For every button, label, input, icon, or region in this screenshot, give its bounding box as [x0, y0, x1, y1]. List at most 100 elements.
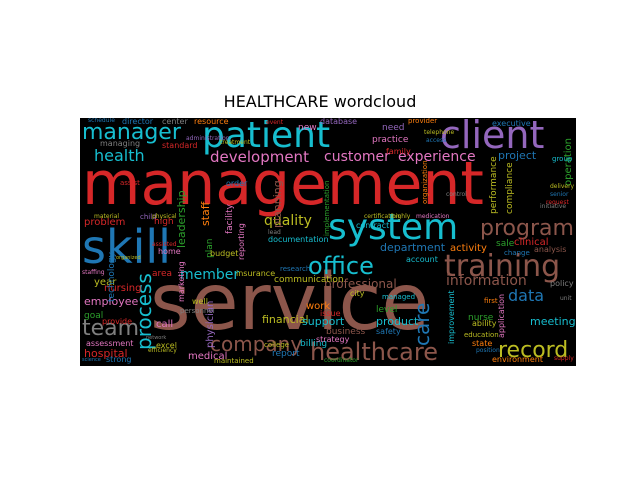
word-nursing: nursing: [104, 283, 142, 294]
word-customer: customer: [324, 149, 390, 165]
word-assessment: assessment: [86, 339, 134, 348]
word-record: record: [498, 338, 569, 363]
word-change: change: [504, 249, 530, 257]
word-first: first: [484, 297, 498, 305]
word-insurance: insurance: [236, 269, 276, 278]
word-call: call: [156, 319, 174, 330]
word-provide: provide: [102, 317, 133, 326]
word-product: product: [376, 315, 419, 328]
word-event: event: [266, 119, 284, 126]
word-facility: facility: [225, 204, 235, 234]
word-request: request: [546, 199, 569, 206]
word-level: level: [376, 305, 398, 315]
word-position: position: [476, 347, 500, 354]
word-physical: physical: [152, 213, 177, 220]
word-resource: resource: [194, 118, 229, 126]
word-treatment: treatment: [220, 139, 251, 146]
word-improvement: improvement: [447, 290, 456, 344]
word-patient: patient: [202, 118, 331, 156]
word-access: access: [426, 137, 447, 144]
word-hospital: hospital: [84, 347, 128, 360]
word-network: network: [146, 335, 167, 341]
word-managing: managing: [100, 139, 141, 148]
word-control: control: [446, 191, 467, 198]
word-environment: environment: [492, 355, 543, 364]
word-account: account: [406, 255, 438, 264]
word-performance: performance: [489, 156, 499, 214]
word-science: science: [82, 357, 101, 363]
word-management: management: [82, 149, 484, 219]
word-highly: highly: [392, 213, 411, 220]
word-company: company: [210, 332, 303, 356]
word-information: information: [446, 273, 527, 289]
word-reporting: reporting: [237, 223, 246, 260]
word-data: data: [508, 286, 545, 305]
word-contract: contract: [356, 221, 390, 230]
word-schedule: schedule: [88, 118, 115, 124]
word-employee: employee: [84, 295, 139, 308]
word-database: database: [320, 118, 358, 126]
word-development: development: [210, 148, 309, 166]
word-system: system: [328, 207, 459, 248]
word-office: office: [308, 252, 374, 280]
word-skill: skill: [82, 220, 171, 274]
word-marketing: marketing: [177, 261, 186, 302]
word-financial: financial: [262, 313, 309, 326]
word-professional: professional: [324, 277, 397, 291]
word-organization: organization: [421, 160, 429, 204]
word-administration: administration: [186, 135, 230, 142]
word-unit: unit: [560, 295, 572, 302]
word-healthcare: healthcare: [310, 338, 438, 366]
word-implementation: implementation: [323, 180, 331, 236]
word-program: program: [480, 216, 574, 241]
word-budget: budget: [210, 249, 239, 258]
word-staff: staff: [199, 201, 212, 226]
word-excel: excel: [156, 341, 177, 350]
word-team: team: [82, 316, 140, 341]
word-activity: activity: [450, 243, 487, 254]
word-maintained: maintained: [214, 357, 254, 365]
word-managed: managed: [382, 293, 416, 301]
word-manager: manager: [82, 120, 181, 145]
word-year: year: [94, 277, 117, 288]
word-director: director: [122, 118, 154, 126]
word-assist: assist: [120, 179, 140, 187]
word-coordinator: coordinator: [324, 357, 359, 364]
word-medication: medication: [416, 213, 450, 220]
word-goal: goal: [84, 311, 104, 321]
chart-title: HEALTHCARE wordcloud: [223, 92, 417, 111]
word-application: application: [497, 293, 506, 338]
word-leadership: leadership: [175, 190, 188, 248]
word-child: child: [140, 213, 157, 221]
word-assisted: assisted: [152, 241, 177, 248]
word-client: client: [440, 118, 545, 157]
word-clinical: clinical: [514, 237, 549, 248]
word-communication: communication: [274, 275, 344, 285]
word-initiative: initiative: [540, 203, 567, 210]
word-issue: issue: [320, 309, 341, 318]
word-work: work: [306, 301, 331, 312]
word-analysis: analysis: [534, 245, 567, 254]
word-delivery: delivery: [550, 183, 575, 190]
word-home: home: [158, 247, 181, 256]
word-lead: lead: [268, 229, 281, 236]
word-nurse: nurse: [468, 313, 494, 323]
word-compliance: compliance: [505, 162, 515, 214]
word-standard: standard: [162, 141, 198, 150]
word-state: state: [472, 339, 493, 348]
word-provider: provider: [408, 118, 438, 125]
word-sale: sale: [496, 239, 515, 249]
word-city: city: [350, 289, 365, 298]
word-family: family: [386, 147, 411, 156]
word-department: department: [380, 241, 446, 254]
word-service: service: [150, 258, 430, 348]
word-business: business: [326, 327, 366, 337]
word-high: high: [154, 217, 174, 227]
word-strategy: strategy: [316, 335, 350, 344]
word-education: education: [464, 331, 499, 339]
word-material: material: [94, 213, 120, 220]
word-executive: executive: [492, 119, 531, 128]
word-billing: billing: [300, 339, 328, 349]
word-telephone: telephone: [424, 129, 455, 136]
word-project: project: [498, 149, 537, 162]
